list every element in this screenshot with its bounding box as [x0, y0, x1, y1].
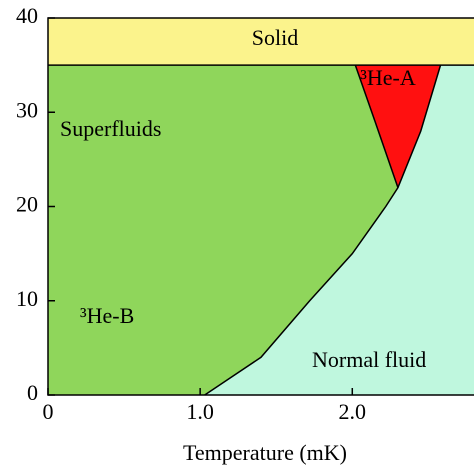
region-label: ³He-A [360, 65, 416, 90]
x-tick-label: 1.0 [186, 399, 214, 424]
x-axis-label: Temperature (mK) [183, 440, 347, 465]
region-normal [204, 65, 474, 395]
region-label: Normal fluid [312, 347, 426, 372]
y-tick-label: 40 [16, 3, 38, 28]
region-label: Superfluids [60, 116, 161, 141]
x-tick-label: 2.0 [339, 399, 367, 424]
y-tick-label: 10 [16, 286, 38, 311]
x-tick-label: 0 [43, 399, 54, 424]
phase-boundary [354, 64, 399, 188]
y-tick-label: 20 [16, 192, 38, 217]
region-label: Solid [252, 25, 298, 50]
phase-boundary [204, 64, 442, 396]
y-tick-label: 0 [27, 380, 38, 405]
region-solid [48, 18, 474, 66]
y-tick-label: 30 [16, 97, 38, 122]
region-a [355, 65, 441, 188]
region-label: ³He-B [80, 303, 134, 328]
